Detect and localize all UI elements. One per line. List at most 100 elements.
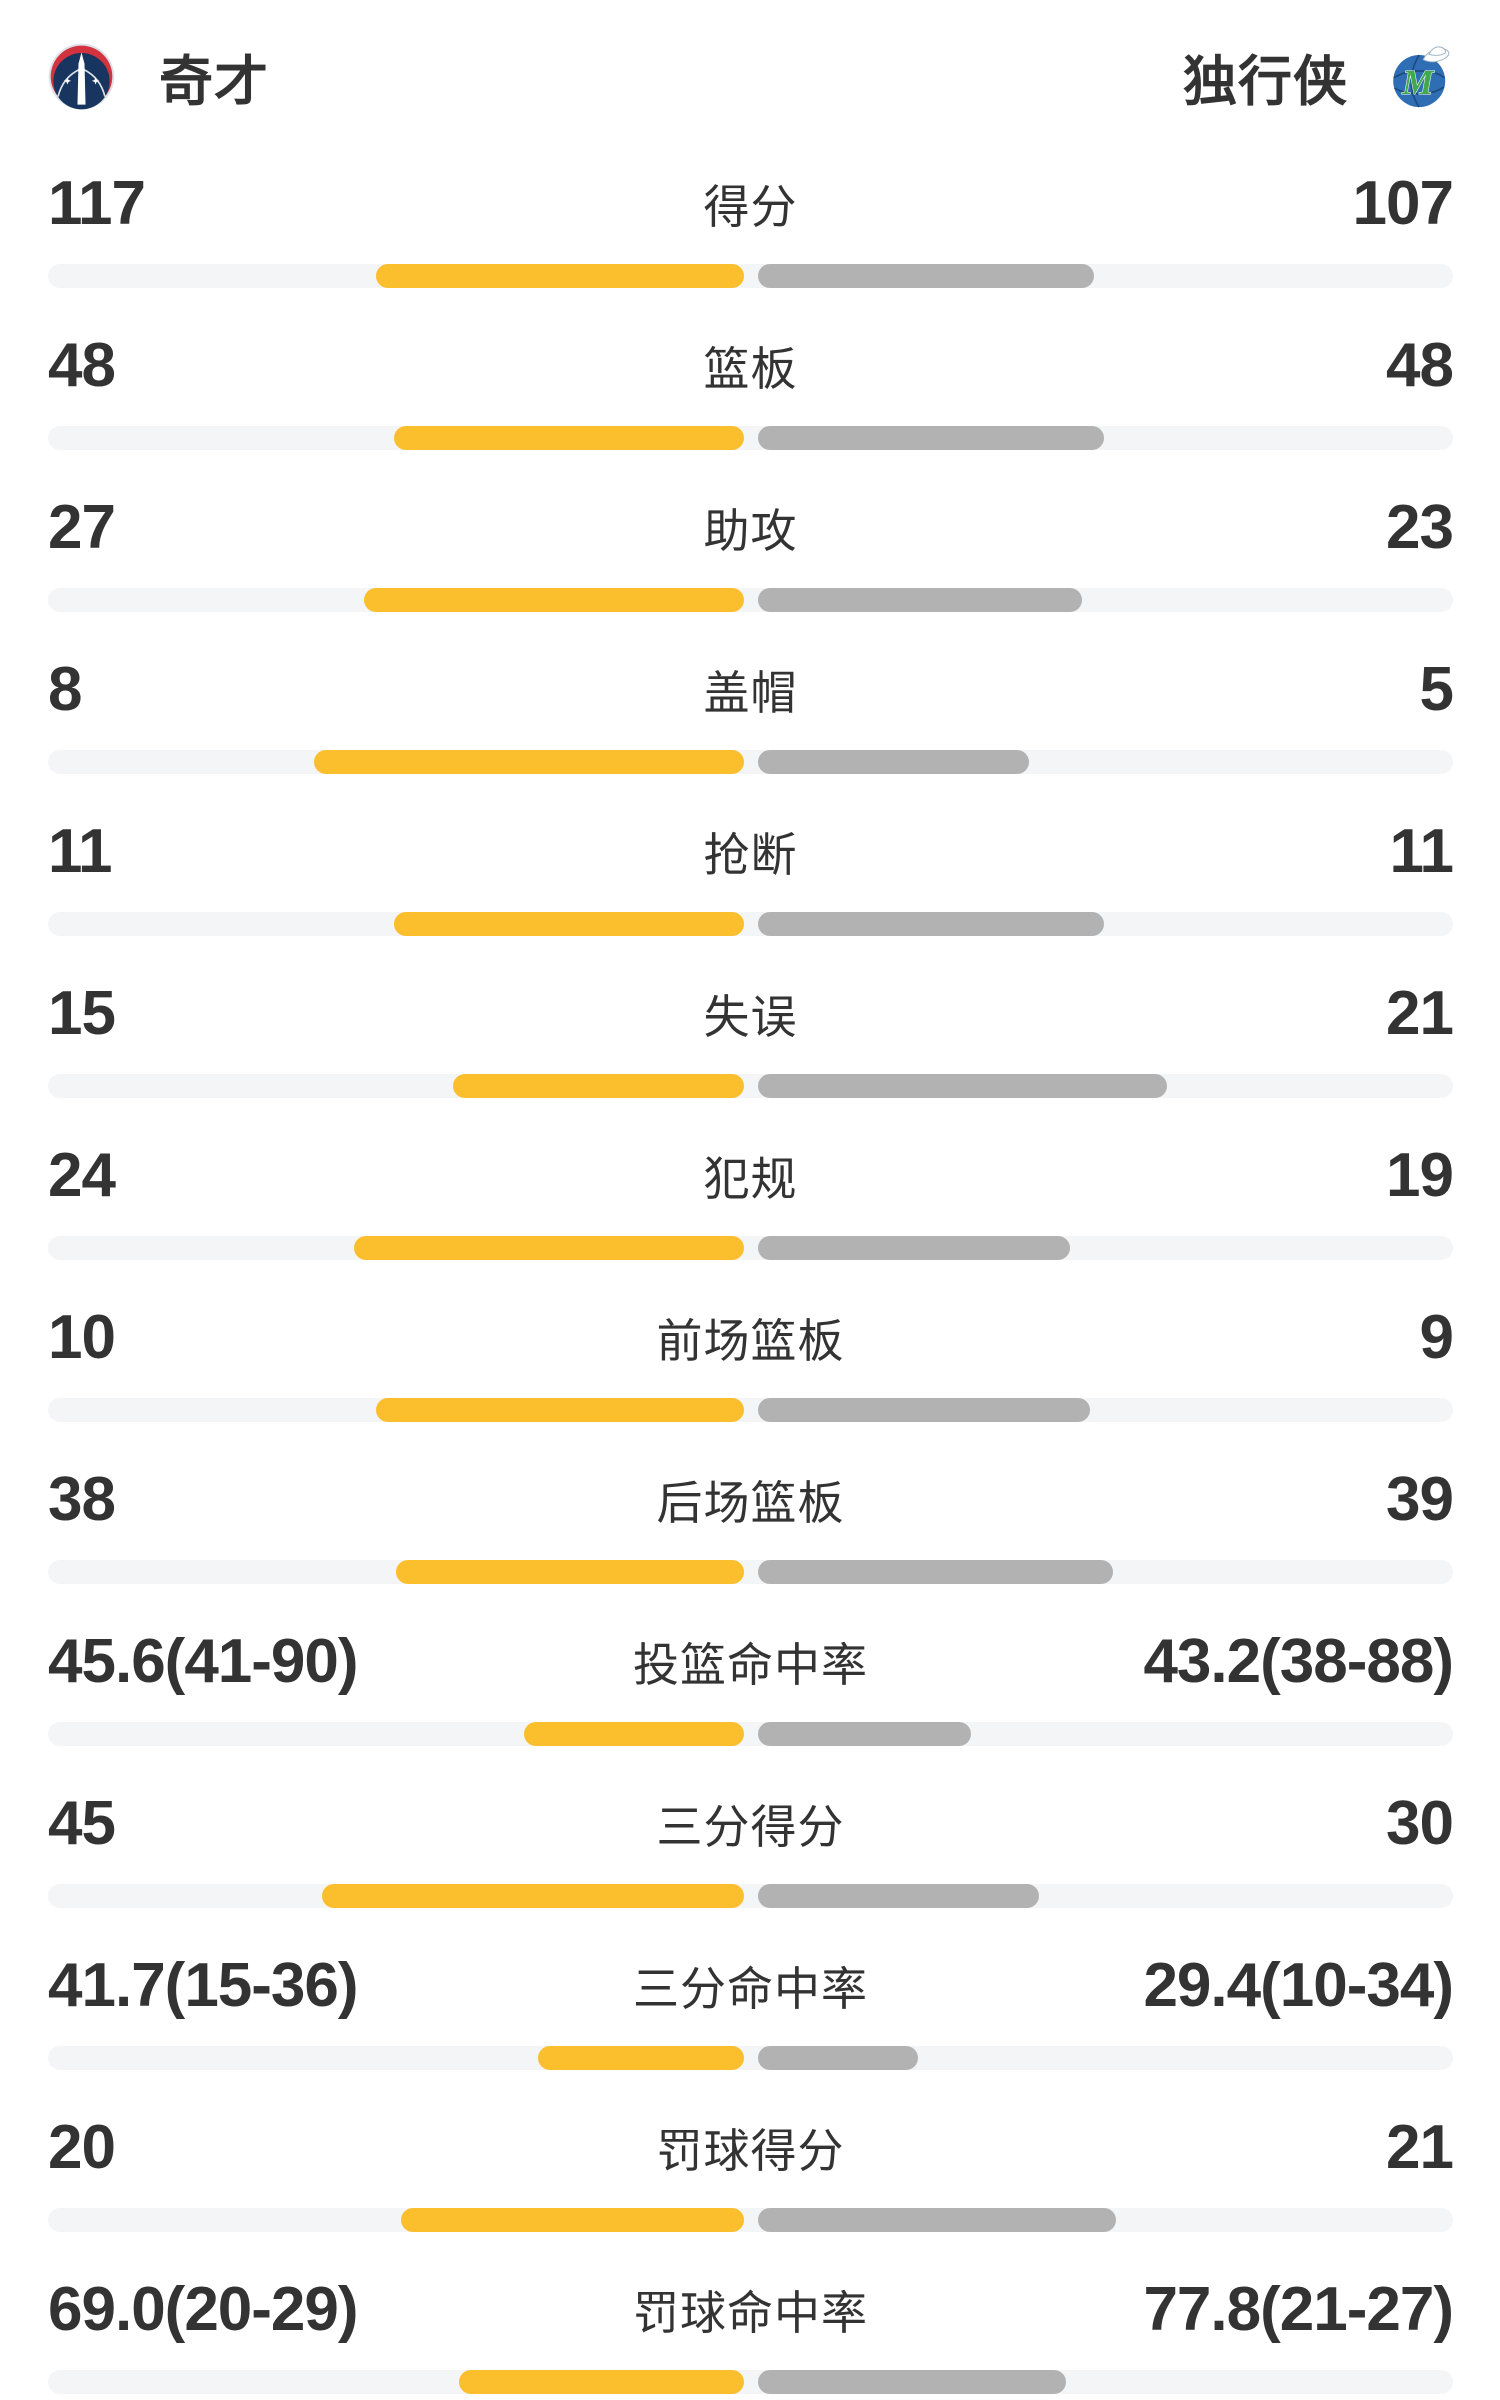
stat-values: 20 罚球得分 21 [48,2102,1454,2194]
teams-header: 奇才 独行侠 M [48,36,1453,116]
away-stat-bar [757,750,1029,774]
stat-bar-track [48,2208,1453,2232]
stat-bar-track [48,2370,1453,2394]
svg-text:M: M [1401,63,1435,102]
stat-values: 41.7(15-36) 三分命中率 29.4(10-34) [48,1940,1454,2032]
home-stat-bar [537,2046,744,2070]
stat-label: 篮板 [703,343,798,395]
stat-label: 失误 [703,991,798,1043]
stat-values: 38 后场篮板 39 [48,1454,1454,1546]
home-stat-value: 27 [48,493,116,562]
home-stat-value: 11 [48,817,113,886]
stat-bar-track [48,1236,1453,1260]
stat-bar-track [48,1722,1453,1746]
stat-label: 犯规 [703,1153,798,1205]
stat-values: 10 前场篮板 9 [48,1292,1454,1384]
home-stat-bar [363,588,744,612]
home-stat-value: 20 [48,2113,116,2182]
away-stat-value: 29.4(10-34) [1143,1951,1454,2020]
home-stat-bar [458,2370,744,2394]
stat-row: 27 助攻 23 [48,482,1454,612]
stat-row: 15 失误 21 [48,968,1454,1098]
away-stat-value: 107 [1352,169,1454,238]
stat-values: 24 犯规 19 [48,1130,1454,1222]
home-stat-value: 8 [48,655,82,724]
stat-values: 15 失误 21 [48,968,1454,1060]
away-stat-value: 21 [1386,979,1454,1048]
away-stat-value: 5 [1419,655,1454,724]
away-stat-value: 39 [1386,1465,1454,1534]
home-stat-bar [375,1398,744,1422]
home-stat-bar [395,1560,744,1584]
stat-row: 69.0(20-29) 罚球命中率 77.8(21-27) [48,2264,1454,2394]
away-stat-value: 23 [1386,493,1454,562]
home-stat-value: 41.7(15-36) [48,1951,359,2020]
stat-row: 45 三分得分 30 [48,1778,1454,1908]
stats-comparison-page: 奇才 独行侠 M 117 得分 107 [0,36,1500,2400]
away-stat-value: 19 [1386,1141,1454,1210]
stat-label: 前场篮板 [656,1315,845,1367]
stat-values: 27 助攻 23 [48,482,1454,574]
stat-bar-track [48,426,1453,450]
away-stat-bar [757,2370,1066,2394]
away-stat-bar [757,2046,918,2070]
away-stat-bar [757,1398,1090,1422]
stat-label: 盖帽 [703,667,798,719]
stat-bar-track [48,2046,1453,2070]
stat-label: 后场篮板 [656,1477,845,1529]
home-stat-bar [452,1074,744,1098]
stat-row: 38 后场篮板 39 [48,1454,1454,1584]
away-stat-bar [757,264,1094,288]
mavericks-logo-icon: M [1393,45,1450,108]
stat-label: 三分得分 [656,1801,845,1853]
stat-bar-track [48,1884,1453,1908]
stat-row: 45.6(41-90) 投篮命中率 43.2(38-88) [48,1616,1454,1746]
home-stat-bar [393,426,744,450]
home-stat-bar [321,1884,744,1908]
stat-label: 三分命中率 [633,1963,868,2015]
home-stat-value: 69.0(20-29) [48,2275,359,2344]
stat-values: 45 三分得分 30 [48,1778,1454,1870]
away-stat-value: 11 [1389,817,1454,886]
stat-row: 11 抢断 11 [48,806,1454,936]
away-team-name: 独行侠 [1183,51,1348,112]
home-stat-value: 45.6(41-90) [48,1627,359,1696]
stat-label: 罚球得分 [656,2125,845,2177]
stat-row: 117 得分 107 [48,158,1454,288]
away-stat-value: 30 [1386,1789,1454,1858]
home-stat-bar [400,2208,744,2232]
home-stat-bar [393,912,744,936]
home-stat-bar [313,750,744,774]
home-team-name: 奇才 [159,51,269,112]
stats-list: 117 得分 107 48 篮板 48 27 助攻 [48,158,1454,2394]
stat-row: 48 篮板 48 [48,320,1454,450]
home-stat-value: 117 [48,169,146,238]
away-stat-bar [757,1722,971,1746]
stat-bar-track [48,1398,1453,1422]
stat-label: 得分 [703,181,798,233]
stat-values: 45.6(41-90) 投篮命中率 43.2(38-88) [48,1616,1454,1708]
away-stat-bar [757,2208,1116,2232]
home-stat-value: 48 [48,331,116,400]
away-stat-bar [757,1074,1167,1098]
stat-values: 117 得分 107 [48,158,1454,250]
away-stat-value: 21 [1386,2113,1454,2182]
home-stat-bar [375,264,744,288]
stat-bar-track [48,1560,1453,1584]
away-stat-bar [757,1560,1113,1584]
stat-bar-track [48,264,1453,288]
stat-bar-track [48,1074,1453,1098]
away-stat-bar [757,912,1104,936]
home-stat-value: 38 [48,1465,116,1534]
home-stat-value: 15 [48,979,116,1048]
wizards-logo-icon [48,43,115,109]
away-stat-bar [757,426,1104,450]
stat-row: 41.7(15-36) 三分命中率 29.4(10-34) [48,1940,1454,2070]
stat-bar-track [48,588,1453,612]
stat-bar-track [48,750,1453,774]
away-stat-value: 43.2(38-88) [1143,1627,1454,1696]
away-stat-value: 48 [1386,331,1454,400]
home-stat-value: 10 [48,1303,116,1372]
away-stat-bar [757,1236,1070,1260]
home-stat-bar [353,1236,744,1260]
